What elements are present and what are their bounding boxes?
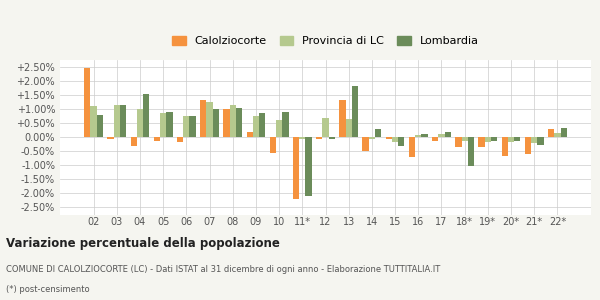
Bar bbox=[154, 137, 160, 141]
Legend: Calolziocorte, Provincia di LC, Lombardia: Calolziocorte, Provincia di LC, Lombardi… bbox=[168, 32, 483, 51]
Bar bbox=[183, 116, 190, 137]
Bar bbox=[508, 137, 514, 142]
Bar bbox=[538, 137, 544, 145]
Bar bbox=[84, 68, 91, 137]
Bar bbox=[439, 134, 445, 137]
Bar bbox=[190, 116, 196, 137]
Bar bbox=[253, 116, 259, 137]
Bar bbox=[362, 137, 369, 151]
Bar bbox=[455, 137, 461, 147]
Bar bbox=[375, 129, 381, 137]
Bar bbox=[340, 100, 346, 137]
Bar bbox=[560, 128, 567, 137]
Bar bbox=[415, 135, 421, 137]
Bar bbox=[206, 102, 212, 137]
Bar bbox=[131, 137, 137, 146]
Bar bbox=[120, 105, 126, 137]
Bar bbox=[276, 120, 282, 137]
Bar bbox=[554, 133, 560, 137]
Bar bbox=[282, 112, 289, 137]
Bar bbox=[398, 137, 404, 146]
Bar bbox=[223, 109, 230, 137]
Bar bbox=[143, 94, 149, 137]
Bar bbox=[491, 137, 497, 141]
Bar bbox=[200, 100, 206, 137]
Bar bbox=[236, 108, 242, 137]
Bar bbox=[270, 137, 276, 153]
Bar bbox=[160, 113, 166, 137]
Bar bbox=[137, 109, 143, 137]
Bar bbox=[293, 137, 299, 199]
Bar bbox=[299, 137, 305, 139]
Bar bbox=[461, 137, 468, 142]
Bar bbox=[445, 132, 451, 137]
Bar bbox=[432, 137, 439, 141]
Bar bbox=[91, 106, 97, 137]
Bar bbox=[247, 132, 253, 137]
Bar bbox=[531, 137, 538, 143]
Bar bbox=[485, 137, 491, 142]
Bar bbox=[514, 137, 520, 141]
Bar bbox=[478, 137, 485, 147]
Bar bbox=[502, 137, 508, 156]
Bar bbox=[259, 113, 265, 137]
Bar bbox=[316, 137, 322, 139]
Bar bbox=[386, 137, 392, 139]
Bar bbox=[548, 129, 554, 137]
Bar bbox=[329, 137, 335, 140]
Bar bbox=[113, 105, 120, 137]
Bar bbox=[166, 112, 173, 137]
Text: Variazione percentuale della popolazione: Variazione percentuale della popolazione bbox=[6, 238, 280, 250]
Bar bbox=[421, 134, 428, 137]
Text: COMUNE DI CALOLZIOCORTE (LC) - Dati ISTAT al 31 dicembre di ogni anno - Elaboraz: COMUNE DI CALOLZIOCORTE (LC) - Dati ISTA… bbox=[6, 265, 440, 274]
Bar bbox=[525, 137, 531, 154]
Bar bbox=[409, 137, 415, 158]
Bar bbox=[346, 119, 352, 137]
Bar bbox=[97, 115, 103, 137]
Bar bbox=[369, 137, 375, 140]
Bar bbox=[107, 137, 113, 139]
Text: (*) post-censimento: (*) post-censimento bbox=[6, 285, 89, 294]
Bar bbox=[468, 137, 474, 166]
Bar bbox=[177, 137, 183, 142]
Bar bbox=[230, 105, 236, 137]
Bar bbox=[305, 137, 311, 196]
Bar bbox=[322, 118, 329, 137]
Bar bbox=[392, 137, 398, 142]
Bar bbox=[212, 109, 219, 137]
Bar bbox=[352, 86, 358, 137]
